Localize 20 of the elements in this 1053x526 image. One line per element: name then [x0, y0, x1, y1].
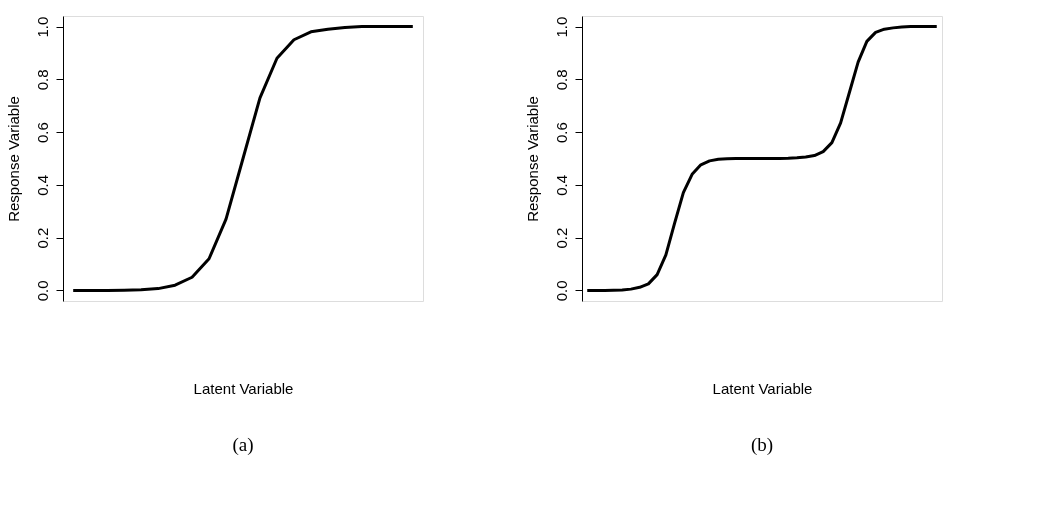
x-axis-title: Latent Variable	[193, 379, 294, 397]
y-axis-title: Response Variable	[4, 96, 22, 222]
y-tick-label: 0.0	[33, 280, 51, 302]
y-tick-label: 0.2	[33, 227, 51, 249]
y-axis-title: Response Variable	[523, 96, 541, 222]
y-tick-label: 0.6	[33, 122, 51, 144]
y-tick-label: 0.0	[552, 280, 570, 302]
y-tick-label: 0.4	[552, 174, 570, 196]
text: (a)	[232, 434, 254, 456]
y-tick-label: 0.8	[552, 69, 570, 91]
line-series	[71, 25, 415, 292]
x-axis-title: Latent Variable	[712, 379, 813, 397]
y-tick-label: 0.8	[33, 69, 51, 91]
y-tick-label: 0.6	[552, 122, 570, 144]
line-series	[585, 25, 939, 292]
y-tick-label: 0.4	[33, 174, 51, 196]
y-tick-label: 1.0	[552, 16, 570, 38]
text: (b)	[750, 434, 774, 456]
y-tick-label: 1.0	[33, 16, 51, 38]
y-tick-label: 0.2	[552, 227, 570, 249]
